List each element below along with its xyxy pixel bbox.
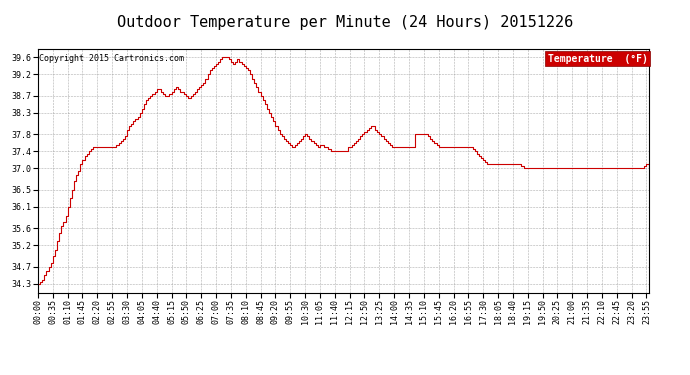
Text: Temperature  (°F): Temperature (°F): [547, 54, 647, 64]
Text: Outdoor Temperature per Minute (24 Hours) 20151226: Outdoor Temperature per Minute (24 Hours…: [117, 15, 573, 30]
Text: Copyright 2015 Cartronics.com: Copyright 2015 Cartronics.com: [39, 54, 184, 63]
